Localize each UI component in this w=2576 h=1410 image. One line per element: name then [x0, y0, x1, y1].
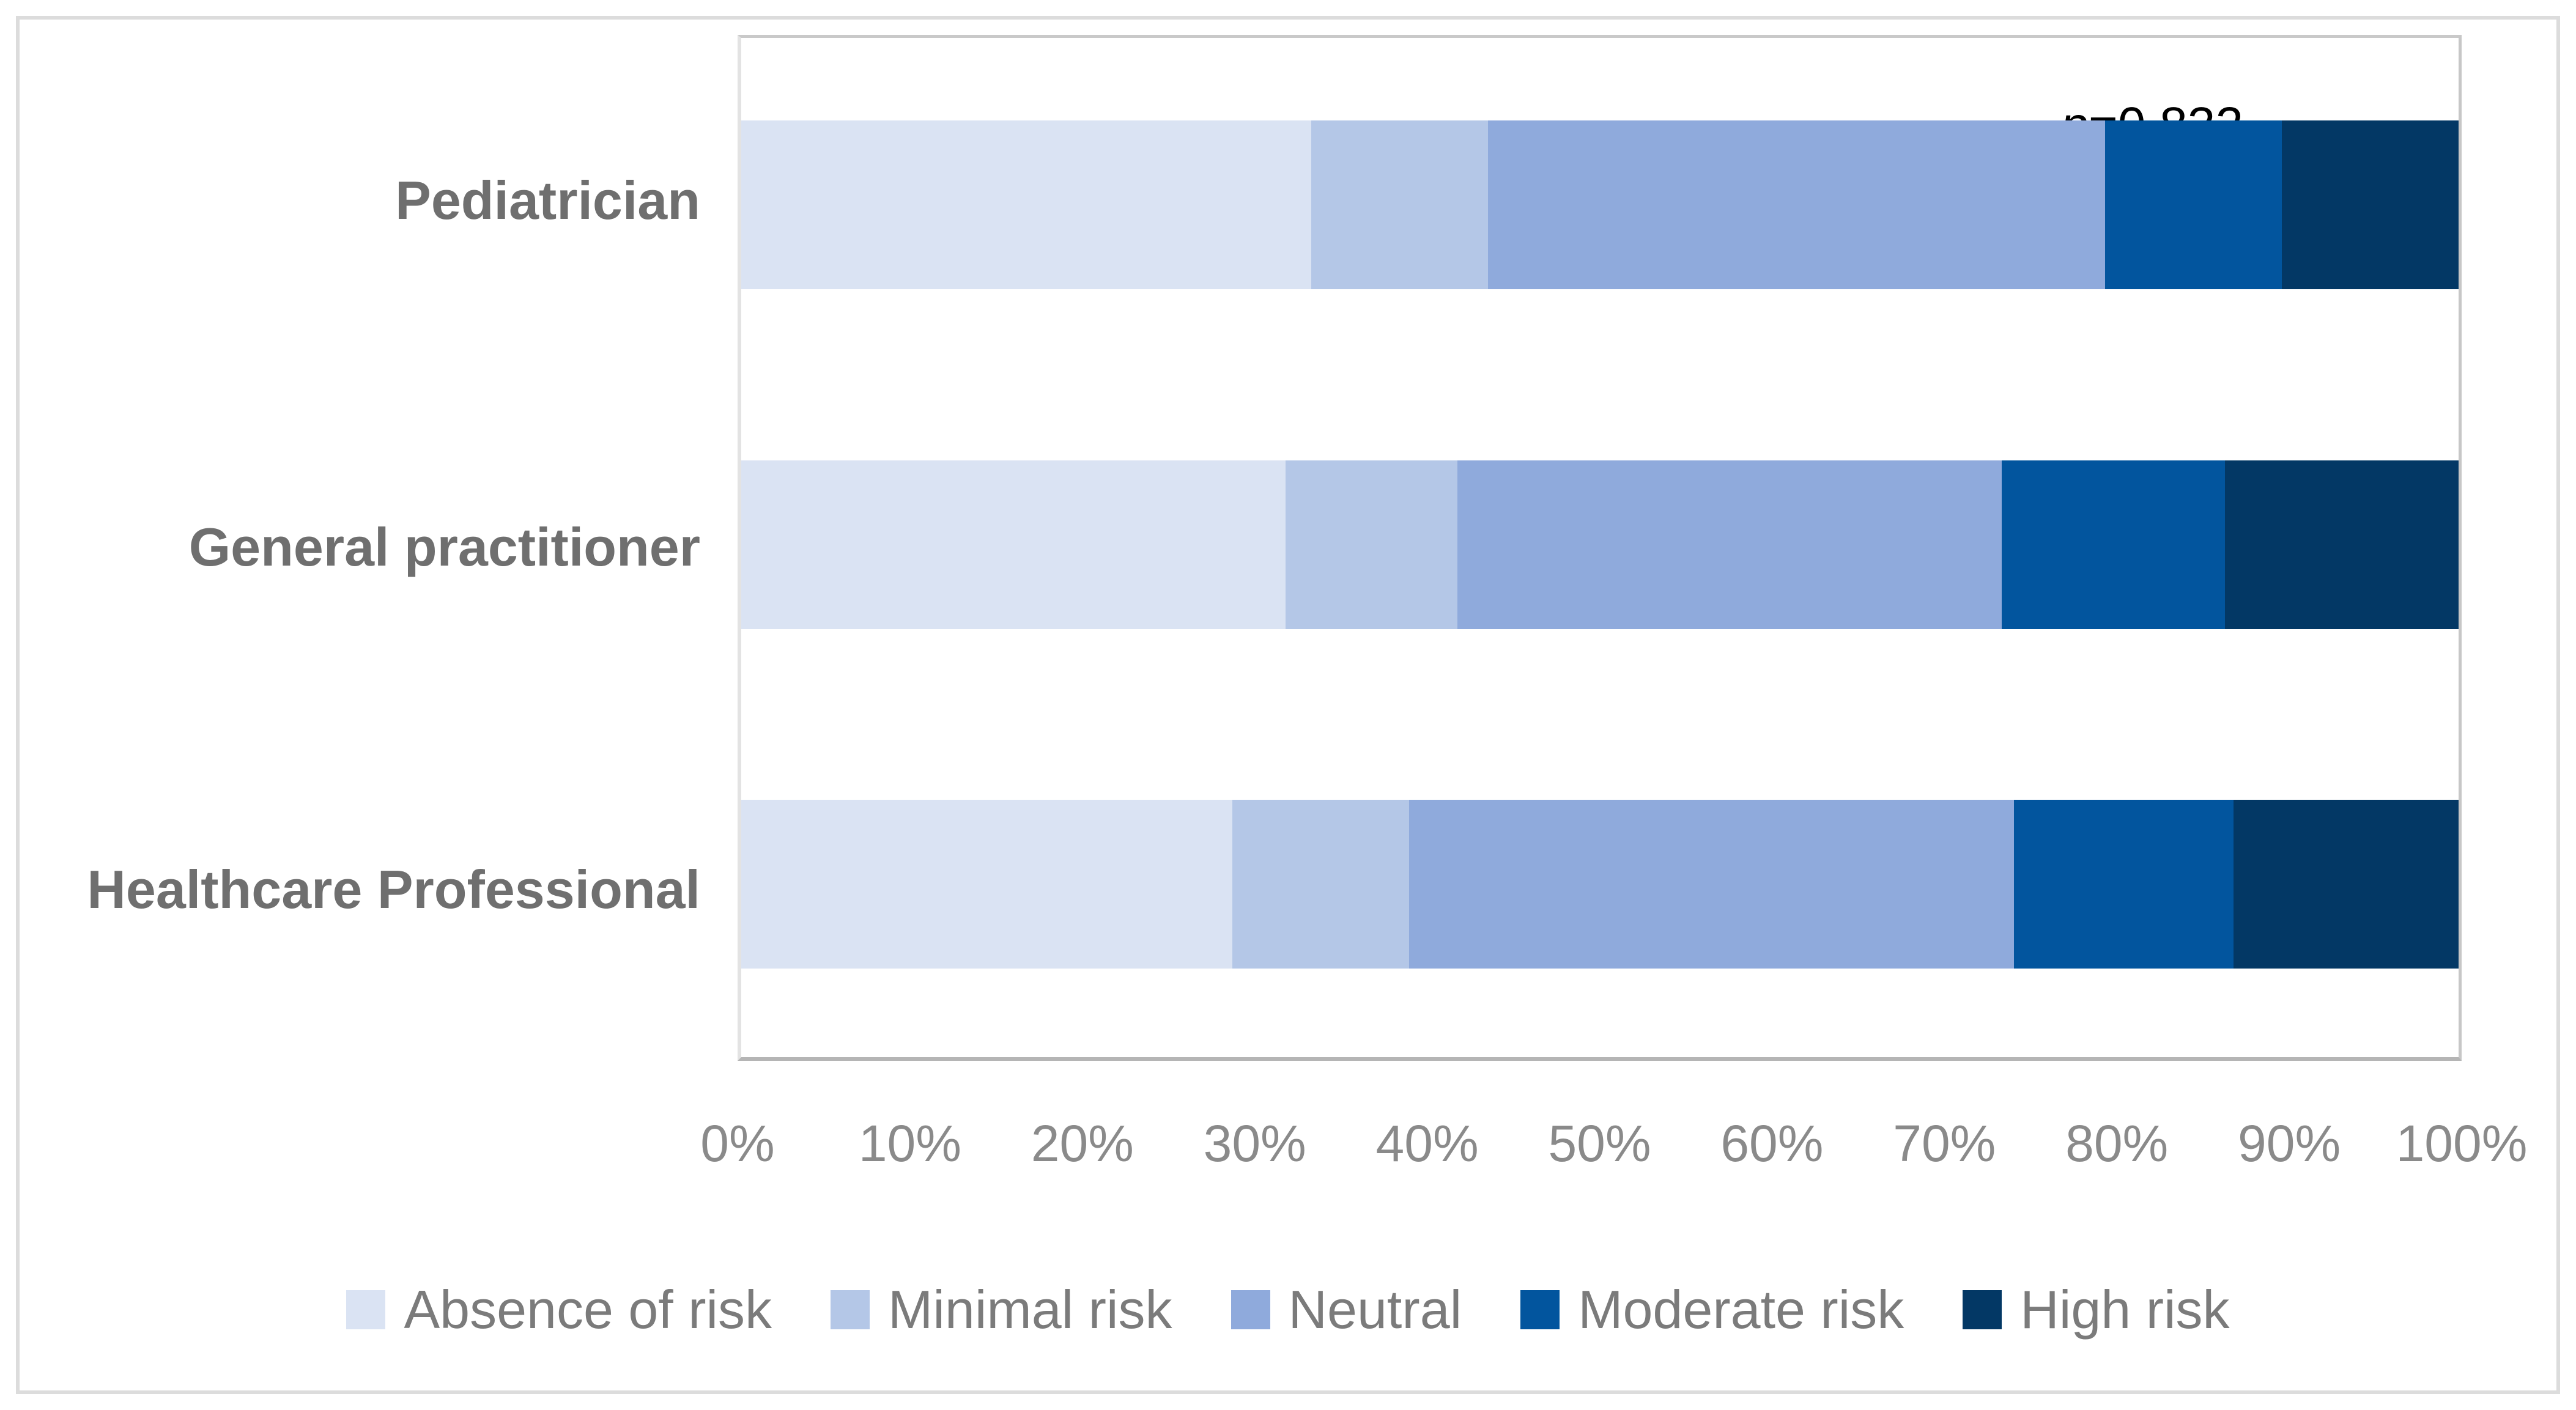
legend-swatch-absence-of-risk: [346, 1290, 386, 1329]
segment-healthcare-professional-absence-of-risk: [741, 800, 1233, 969]
x-tick-label-80: 80%: [2065, 1115, 2169, 1172]
legend-swatch-high-risk: [1963, 1290, 2002, 1329]
legend-label-moderate-risk: Moderate risk: [1578, 1279, 1904, 1340]
category-label-healthcare-professional: Healthcare Professional: [87, 859, 700, 920]
stacked-bar-pediatrician: [741, 120, 2459, 289]
bar-row-pediatrician: [741, 38, 2459, 378]
stacked-bar-general-practitioner: [741, 460, 2459, 629]
legend: Absence of risk Minimal risk Neutral Modera…: [0, 1267, 2576, 1353]
x-tick-label-30: 30%: [1203, 1115, 1306, 1172]
x-tick-label-20: 20%: [1031, 1115, 1134, 1172]
x-tick-label-70: 70%: [1893, 1115, 1996, 1172]
legend-swatch-neutral: [1231, 1290, 1270, 1329]
segment-healthcare-professional-high-risk: [2234, 800, 2459, 969]
segment-healthcare-professional-moderate-risk: [2013, 800, 2234, 969]
segment-general-practitioner-neutral: [1457, 460, 2002, 629]
segment-general-practitioner-minimal-risk: [1286, 460, 1457, 629]
x-tick-label-90: 90%: [2238, 1115, 2341, 1172]
plot-area: p=0.832: [738, 35, 2462, 1061]
segment-healthcare-professional-neutral: [1409, 800, 2014, 969]
legend-item-moderate-risk: Moderate risk: [1520, 1279, 1904, 1341]
segment-pediatrician-absence-of-risk: [741, 120, 1312, 289]
x-tick-label-60: 60%: [1720, 1115, 1824, 1172]
legend-swatch-minimal-risk: [831, 1290, 870, 1329]
bar-row-healthcare-professional: [741, 717, 2459, 1057]
x-tick-label-40: 40%: [1375, 1115, 1479, 1172]
x-tick-label-100: 100%: [2396, 1115, 2528, 1172]
segment-general-practitioner-high-risk: [2225, 460, 2459, 629]
legend-label-minimal-risk: Minimal risk: [888, 1279, 1172, 1340]
x-tick-label-0: 0%: [700, 1115, 775, 1172]
segment-pediatrician-high-risk: [2281, 120, 2459, 289]
legend-item-minimal-risk: Minimal risk: [831, 1279, 1172, 1341]
stacked-bar-healthcare-professional: [741, 800, 2459, 969]
segment-pediatrician-moderate-risk: [2104, 120, 2282, 289]
category-label-general-practitioner: General practitioner: [188, 517, 700, 577]
legend-label-neutral: Neutral: [1288, 1279, 1462, 1340]
segment-pediatrician-minimal-risk: [1311, 120, 1489, 289]
x-tick-label-10: 10%: [858, 1115, 961, 1172]
x-tick-label-50: 50%: [1548, 1115, 1651, 1172]
legend-swatch-moderate-risk: [1520, 1290, 1560, 1329]
bar-row-general-practitioner: [741, 378, 2459, 718]
category-label-pediatrician: Pediatrician: [395, 170, 700, 231]
legend-item-neutral: Neutral: [1231, 1279, 1462, 1341]
segment-general-practitioner-moderate-risk: [2002, 460, 2226, 629]
legend-item-high-risk: High risk: [1963, 1279, 2230, 1341]
legend-label-absence-of-risk: Absence of risk: [404, 1279, 772, 1340]
segment-pediatrician-neutral: [1488, 120, 2105, 289]
x-axis: 0% 10% 20% 30% 40% 50% 60% 70% 80% 90% 100%: [700, 1101, 2527, 1186]
legend-label-high-risk: High risk: [2020, 1279, 2230, 1340]
legend-item-absence-of-risk: Absence of risk: [346, 1279, 772, 1341]
category-labels: Pediatrician General practitioner Healthca…: [0, 0, 700, 1070]
segment-healthcare-professional-minimal-risk: [1232, 800, 1410, 969]
segment-general-practitioner-absence-of-risk: [741, 460, 1286, 629]
